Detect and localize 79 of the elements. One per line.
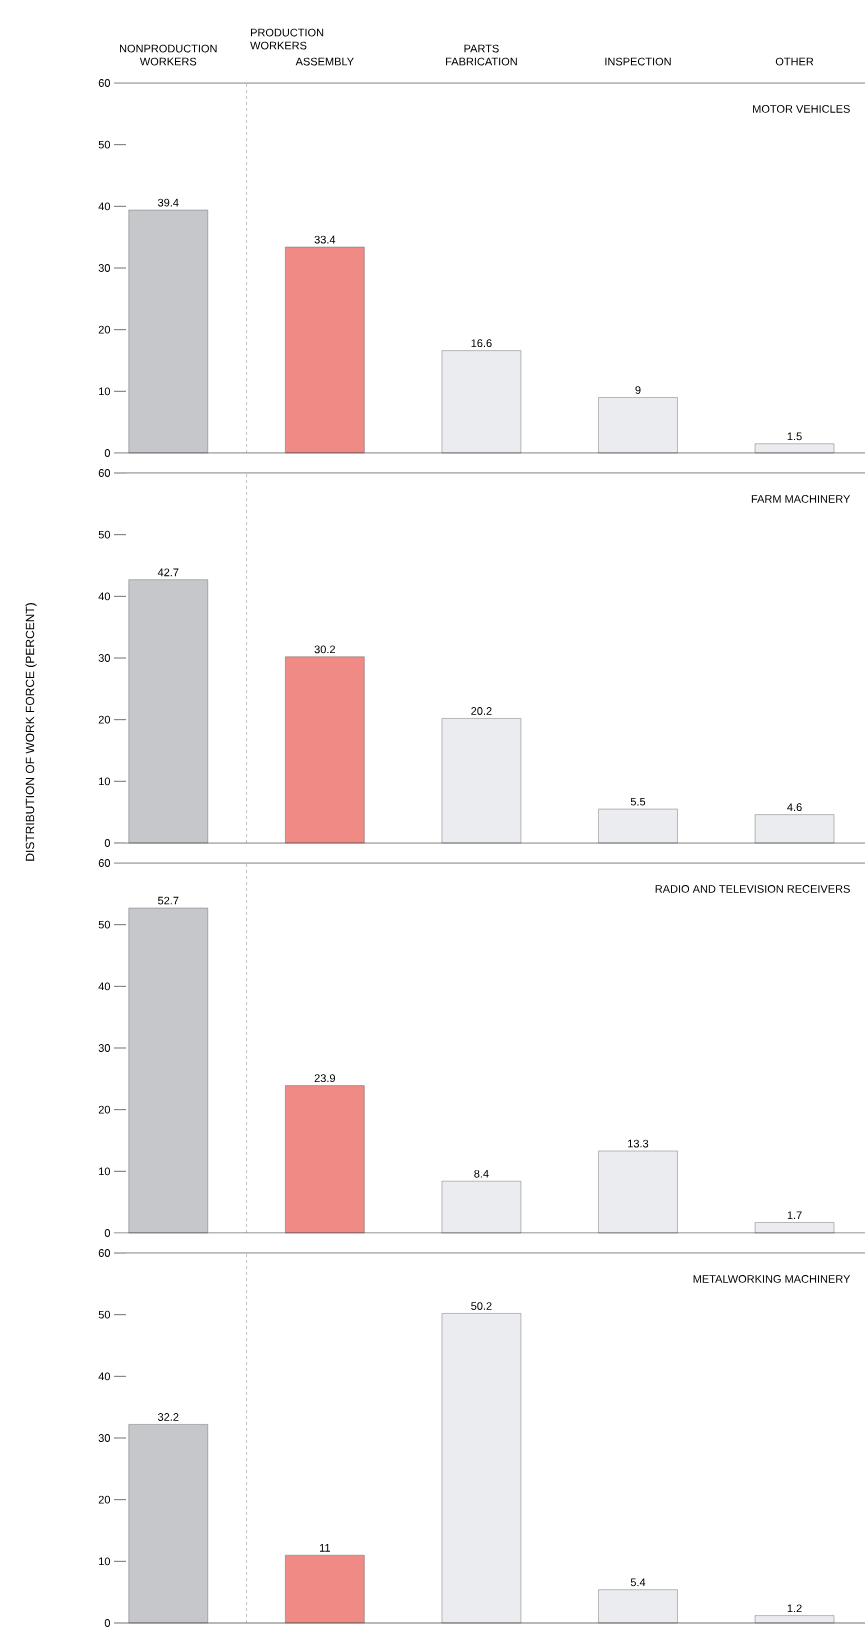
- bar: [754, 1222, 835, 1234]
- text: PRODUCTION WORKERS: [250, 28, 324, 50]
- data-label: 42.7: [157, 568, 179, 577]
- data-label: 30.2: [314, 645, 335, 654]
- bar: [128, 209, 208, 454]
- y-tick-label: 50: [98, 140, 111, 149]
- bar: [128, 907, 208, 1234]
- bar: [598, 397, 678, 454]
- data-label: 5.4: [630, 1578, 646, 1587]
- y-tick-label: 40: [98, 202, 111, 211]
- bar: [285, 1554, 365, 1624]
- bar: [598, 1589, 678, 1624]
- data-label: 39.4: [157, 198, 179, 207]
- data-label: 1.7: [787, 1211, 802, 1219]
- bar: [441, 1181, 522, 1234]
- y-tick-label: 20: [98, 325, 111, 334]
- bar: [441, 350, 522, 454]
- y-axis-title: DISTRIBUTION OF WORK FORCE (PERCENT): [25, 603, 37, 861]
- x-tick-label: PARTS FABRICATION: [446, 44, 517, 66]
- y-tick-label: 50: [98, 920, 111, 929]
- data-label: 52.7: [158, 896, 179, 905]
- data-label: 11: [319, 1544, 331, 1552]
- data-label: 23.9: [314, 1074, 336, 1083]
- bar: [441, 1313, 522, 1624]
- y-tick-label: 30: [98, 654, 111, 662]
- y-tick-label: 0: [104, 839, 111, 847]
- text: MOTOR VEHICLES: [753, 105, 850, 113]
- data-label: 13.3: [628, 1139, 649, 1148]
- y-tick-label: 20: [98, 715, 111, 724]
- x-tick-label: ASSEMBLY: [295, 57, 354, 66]
- y-tick-label: 60: [98, 79, 111, 87]
- data-label: 8.4: [474, 1169, 489, 1178]
- text: FARM MACHINERY: [751, 495, 851, 503]
- bar: [128, 1424, 208, 1624]
- y-tick-label: 40: [98, 982, 111, 991]
- y-tick-label: 10: [99, 777, 111, 786]
- data-label: 32.2: [157, 1413, 179, 1421]
- text: RADIO AND TELEVISION RECEIVERS: [655, 885, 850, 893]
- y-tick-label: 30: [98, 264, 111, 272]
- y-tick-label: 50: [98, 530, 111, 539]
- y-tick-label: 40: [98, 1372, 111, 1381]
- y-tick-label: 20: [98, 1495, 111, 1504]
- bar: [285, 246, 365, 454]
- bar: [754, 814, 835, 844]
- text: METALWORKING MACHINERY: [693, 1275, 851, 1283]
- y-tick-label: 30: [98, 1044, 111, 1052]
- bar: [754, 443, 835, 454]
- x-tick-label: OTHER: [775, 57, 814, 66]
- data-label: 20.2: [471, 707, 492, 715]
- x-tick-label: INSPECTION: [605, 57, 671, 66]
- data-label: 1.2: [787, 1604, 802, 1613]
- bar: [285, 1085, 365, 1234]
- y-tick-label: 10: [99, 387, 111, 396]
- x-tick-label: NONPRODUCTION WORKERS: [119, 44, 217, 66]
- y-tick-label: 20: [98, 1105, 111, 1114]
- y-tick-label: 60: [98, 469, 111, 477]
- bar: [598, 1150, 678, 1234]
- y-tick-label: 0: [104, 1619, 111, 1627]
- data-label: 33.4: [314, 235, 336, 244]
- data-label: 5.5: [630, 797, 646, 806]
- data-label: 16.6: [471, 339, 492, 348]
- data-label: 4.6: [787, 803, 802, 812]
- y-tick-label: 0: [104, 1229, 111, 1237]
- data-label: 1.5: [787, 432, 802, 441]
- y-tick-label: 10: [99, 1557, 111, 1566]
- y-tick-label: 60: [98, 859, 111, 867]
- y-tick-label: 60: [98, 1249, 111, 1257]
- bar: [441, 718, 522, 844]
- y-tick-label: 30: [98, 1434, 111, 1442]
- y-tick-label: 40: [98, 592, 111, 601]
- bar: [754, 1615, 835, 1624]
- bar: [285, 656, 365, 844]
- bar: [128, 579, 208, 844]
- y-tick-label: 0: [104, 449, 111, 457]
- data-label: 50.2: [471, 1302, 492, 1310]
- bar: [598, 808, 678, 844]
- data-label: 9: [635, 386, 641, 394]
- y-tick-label: 10: [99, 1167, 111, 1176]
- y-tick-label: 50: [98, 1310, 111, 1319]
